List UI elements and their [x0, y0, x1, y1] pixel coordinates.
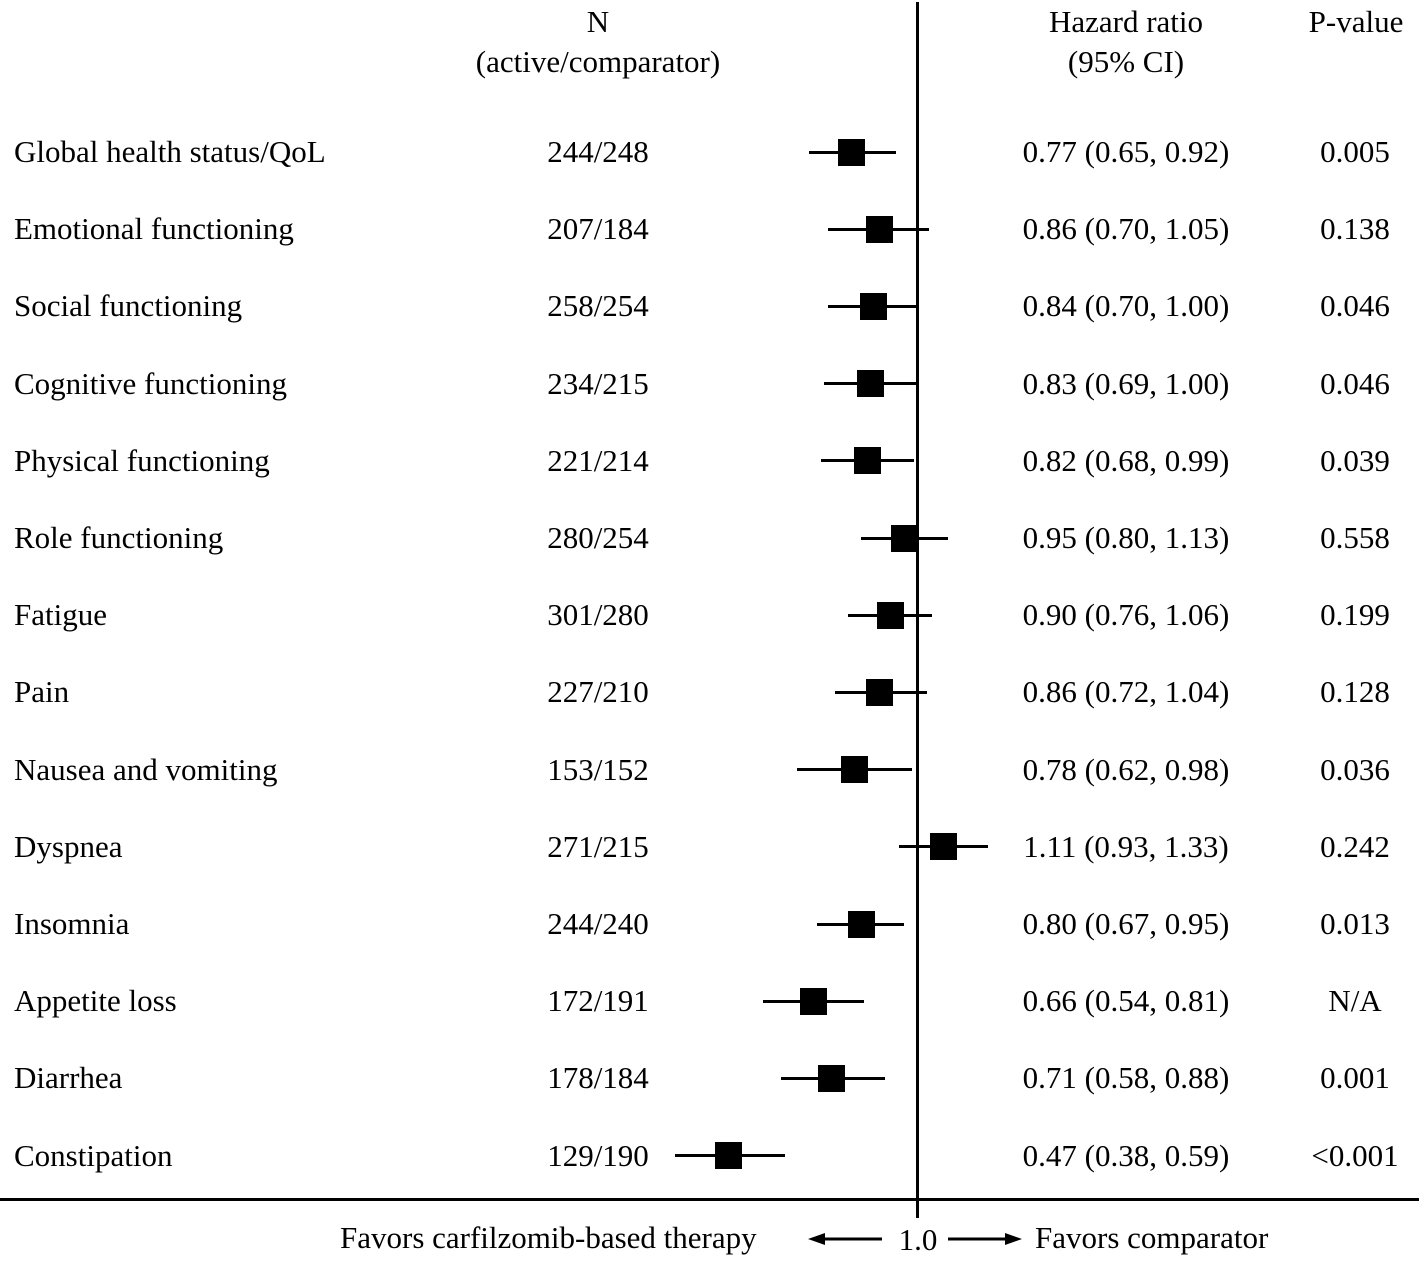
- row-label: Cognitive functioning: [14, 365, 287, 401]
- row-label: Appetite loss: [14, 983, 177, 1019]
- hr-ci-value: 0.83 (0.69, 1.00): [1022, 365, 1230, 401]
- hr-marker: [847, 910, 875, 938]
- n-value: 227/210: [547, 674, 649, 710]
- p-value: 0.013: [1320, 906, 1390, 941]
- row-label: Fatigue: [14, 597, 107, 633]
- hr-marker: [865, 215, 893, 243]
- n-value: 129/190: [547, 1137, 649, 1173]
- row-label: Diarrhea: [14, 1060, 123, 1096]
- col-header-pvalue-line1: P-value: [1308, 4, 1404, 39]
- row-label: Insomnia: [14, 906, 130, 941]
- p-value: 0.138: [1320, 211, 1390, 247]
- hr-ci-value: 0.78 (0.62, 0.98): [1022, 751, 1230, 787]
- hr-marker: [853, 447, 881, 475]
- col-header-hr-line2: (95% CI): [1067, 44, 1185, 79]
- p-value: 0.005: [1320, 134, 1390, 169]
- p-value: 0.036: [1320, 751, 1390, 787]
- n-value: 172/191: [547, 983, 649, 1019]
- row-label: Emotional functioning: [14, 211, 294, 247]
- p-value: 0.558: [1320, 520, 1390, 555]
- row-label: Constipation: [14, 1137, 173, 1173]
- row-label: Pain: [14, 674, 70, 710]
- p-value: 0.128: [1320, 674, 1390, 710]
- p-value: 0.046: [1320, 288, 1390, 324]
- hr-ci-value: 0.66 (0.54, 0.81): [1022, 983, 1230, 1019]
- row-label: Social functioning: [14, 288, 243, 324]
- favors-right-label: Favors comparator: [1035, 1220, 1269, 1255]
- p-value: 0.001: [1320, 1060, 1390, 1096]
- p-value: 0.046: [1320, 365, 1390, 401]
- n-value: 244/240: [547, 906, 649, 941]
- reference-line-hr-1: [916, 2, 919, 1218]
- hr-ci-value: 0.84 (0.70, 1.00): [1022, 288, 1230, 324]
- hr-ci-value: 0.86 (0.72, 1.04): [1022, 674, 1230, 710]
- hr-ci-value: 0.77 (0.65, 0.92): [1022, 134, 1230, 169]
- left-arrow-icon: [808, 1233, 882, 1245]
- hr-marker: [799, 987, 827, 1015]
- n-value: 301/280: [547, 597, 649, 633]
- col-header-hr-line1: Hazard ratio: [1048, 4, 1204, 39]
- hr-ci-value: 0.82 (0.68, 0.99): [1022, 442, 1230, 478]
- row-label: Role functioning: [14, 520, 224, 555]
- hr-marker: [838, 138, 866, 166]
- hr-marker: [865, 678, 893, 706]
- p-value: 0.039: [1320, 442, 1390, 478]
- right-arrow-icon: [948, 1233, 1022, 1245]
- row-label: Physical functioning: [14, 442, 270, 478]
- row-label: Nausea and vomiting: [14, 751, 278, 787]
- hr-marker: [859, 292, 887, 320]
- hr-marker: [817, 1064, 845, 1092]
- p-value: 0.242: [1320, 828, 1390, 864]
- hr-ci-value: 0.80 (0.67, 0.95): [1022, 906, 1230, 941]
- x-axis-line: [0, 1198, 1419, 1201]
- n-value: 221/214: [547, 442, 649, 478]
- n-value: 234/215: [547, 365, 649, 401]
- row-label: Dyspnea: [14, 828, 123, 864]
- n-value: 153/152: [547, 751, 649, 787]
- p-value: N/A: [1328, 983, 1382, 1019]
- col-header-n-line1: N: [586, 4, 610, 39]
- favors-left-label: Favors carfilzomib-based therapy: [340, 1220, 757, 1255]
- n-value: 271/215: [547, 828, 649, 864]
- hr-marker: [929, 833, 957, 861]
- hr-marker: [877, 601, 905, 629]
- hr-marker: [714, 1142, 742, 1170]
- axis-reference-label: 1.0: [898, 1222, 938, 1257]
- hr-marker: [841, 756, 869, 784]
- hr-ci-value: 0.90 (0.76, 1.06): [1022, 597, 1230, 633]
- col-header-n: N (active/comparator): [476, 2, 720, 82]
- hr-ci-value: 0.47 (0.38, 0.59): [1022, 1137, 1230, 1173]
- n-value: 258/254: [547, 288, 649, 324]
- hr-marker: [856, 370, 884, 398]
- p-value: 0.199: [1320, 597, 1390, 633]
- row-label: Global health status/QoL: [14, 134, 326, 169]
- p-value: <0.001: [1311, 1137, 1399, 1173]
- n-value: 207/184: [547, 211, 649, 247]
- n-value: 280/254: [547, 520, 649, 555]
- col-header-pvalue: P-value: [1309, 2, 1404, 42]
- n-value: 178/184: [547, 1060, 649, 1096]
- col-header-n-line2: (active/comparator): [475, 44, 721, 79]
- hr-ci-value: 0.95 (0.80, 1.13): [1022, 520, 1230, 555]
- col-header-hazard-ratio: Hazard ratio (95% CI): [1049, 2, 1203, 82]
- n-value: 244/248: [547, 134, 649, 169]
- hr-marker: [890, 524, 918, 552]
- hr-ci-value: 0.86 (0.70, 1.05): [1022, 211, 1230, 247]
- hr-ci-value: 0.71 (0.58, 0.88): [1022, 1060, 1230, 1096]
- hr-ci-value: 1.11 (0.93, 1.33): [1023, 828, 1229, 864]
